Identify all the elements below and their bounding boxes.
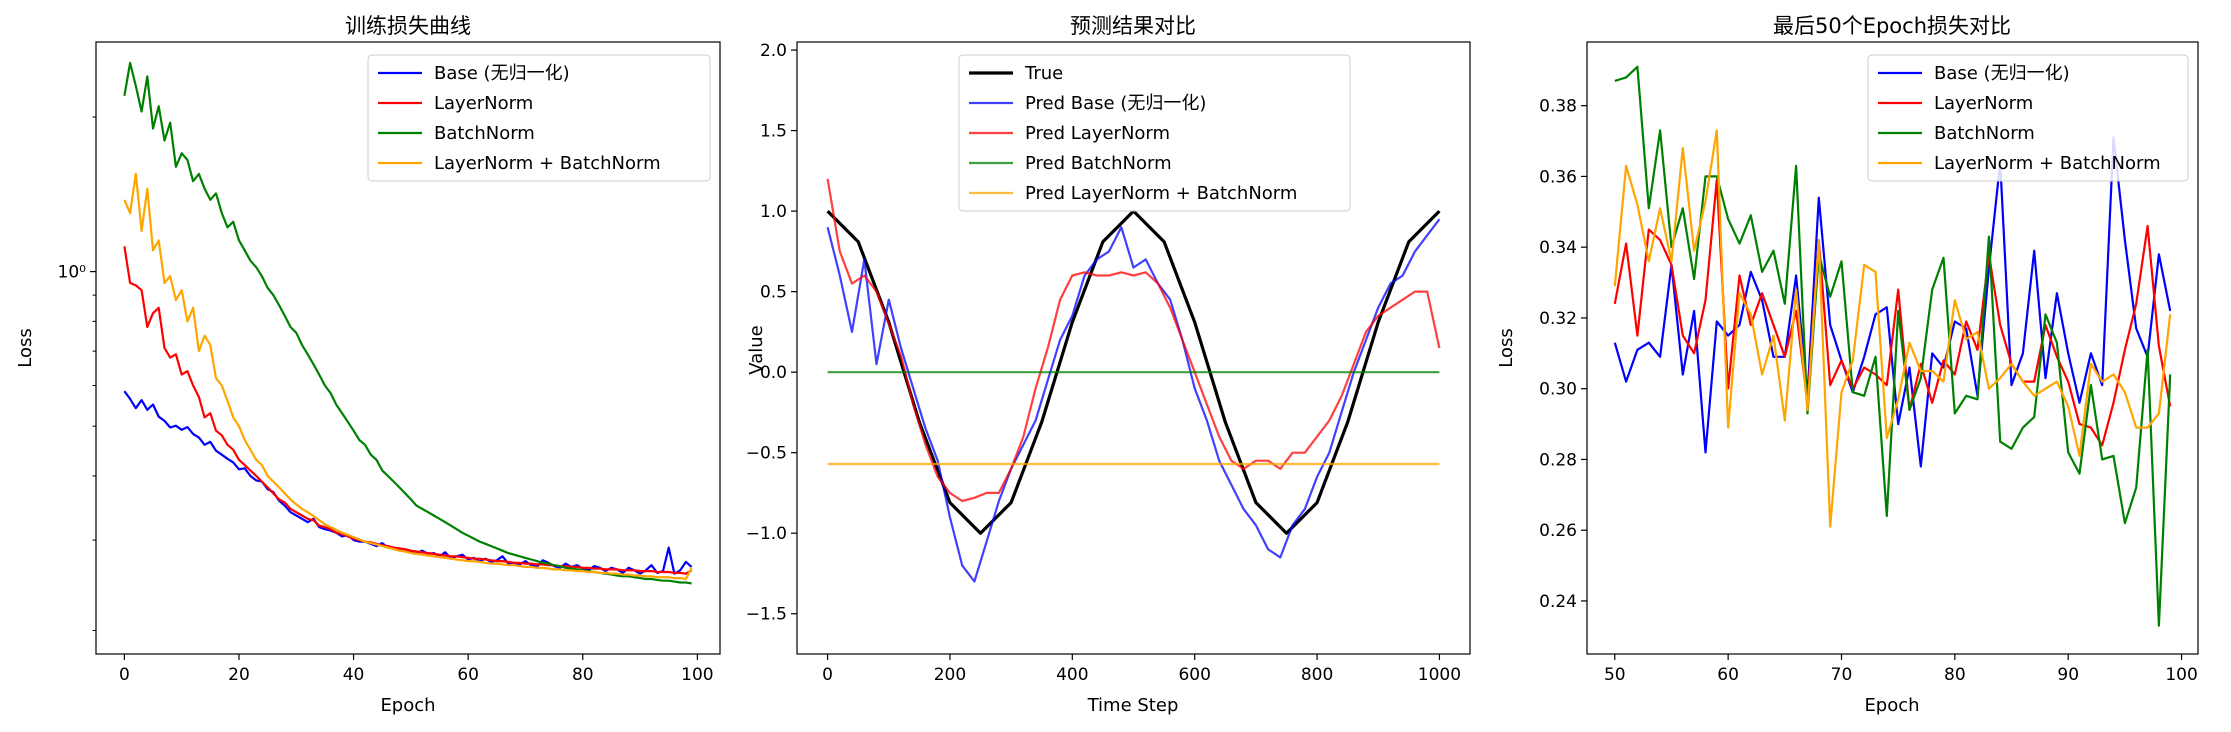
series-line-2 [1613, 178, 2172, 447]
y-axis: 10⁰ [58, 116, 96, 632]
x-axis-label: Time Step [1087, 695, 1179, 716]
x-axis: 0 20 40 60 80 100 [119, 654, 714, 685]
plot-frame [1586, 41, 2199, 655]
legend-label: Pred BatchNorm [1025, 153, 1172, 174]
y-axis-label: Loss [1496, 328, 1517, 367]
legend-label: LayerNorm [1934, 93, 2033, 114]
legend-label: True [1024, 63, 1063, 84]
y-axis-label: Value [746, 325, 767, 374]
x-axis: 50 60 70 80 90 100 [1604, 654, 2198, 685]
legend-label: BatchNorm [1934, 123, 2035, 144]
x-tick-label: 50 [1604, 665, 1626, 685]
x-tick-label: 600 [1178, 665, 1210, 685]
x-tick-label: 200 [934, 665, 966, 685]
y-tick-label: 0.24 [1539, 592, 1577, 612]
series-line-2 [826, 218, 1441, 583]
x-tick-label: 80 [1944, 665, 1966, 685]
panel-training-loss: 训练损失曲线 0 20 40 60 80 100 10⁰ Epoch Loss Base … [15, 14, 721, 716]
legend-label: Pred LayerNorm [1025, 123, 1170, 144]
legend-label: BatchNorm [434, 123, 535, 144]
legend-label: Pred Base (无归一化) [1025, 93, 1206, 114]
legend: Base (无归一化) LayerNorm BatchNorm LayerNorm +… [367, 54, 711, 182]
y-tick-label: −1.5 [746, 605, 787, 625]
legend-label: Base (无归一化) [434, 63, 570, 84]
y-tick-label: 1.5 [760, 122, 787, 142]
series-group [1613, 65, 2172, 627]
x-tick-label: 90 [2057, 665, 2079, 685]
series-line-4 [123, 172, 693, 581]
x-tick-label: 60 [1717, 665, 1739, 685]
y-tick-label: 1.0 [760, 202, 787, 222]
y-axis: 0.24 0.26 0.28 0.30 0.32 0.34 0.36 0.38 [1539, 97, 1587, 612]
legend-label: LayerNorm + BatchNorm [434, 153, 661, 174]
y-axis: −1.5 −1.0 −0.5 0.0 0.5 1.0 1.5 2.0 [746, 41, 797, 625]
legend-label: LayerNorm [434, 93, 533, 114]
y-tick-label: 2.0 [760, 41, 787, 61]
x-tick-label: 1000 [1418, 665, 1461, 685]
x-axis: 0 200 400 600 800 1000 [822, 654, 1461, 685]
legend-frame [1867, 54, 2189, 182]
x-axis-label: Epoch [380, 695, 435, 716]
series-line-3 [826, 178, 1441, 503]
series-group [123, 61, 693, 585]
y-tick-label: 0.36 [1539, 167, 1577, 187]
x-tick-label: 0 [119, 665, 130, 685]
legend-frame [367, 54, 711, 182]
plot-frame [796, 41, 1471, 655]
x-tick-label: 70 [1831, 665, 1853, 685]
series-line-2 [123, 246, 693, 575]
x-tick-label: 100 [2165, 665, 2197, 685]
y-tick-label: 0.26 [1539, 521, 1577, 541]
y-tick-label: −1.0 [746, 524, 787, 544]
x-tick-label: 800 [1301, 665, 1333, 685]
y-tick-label: 10⁰ [58, 263, 87, 283]
x-tick-label: 20 [228, 665, 250, 685]
y-axis-label: Loss [15, 328, 36, 367]
chart-title: 训练损失曲线 [345, 14, 471, 38]
x-tick-label: 80 [572, 665, 594, 685]
y-tick-label: 0.5 [760, 283, 787, 303]
series-line-3 [1614, 65, 2172, 627]
legend: Base (无归一化) LayerNorm BatchNorm LayerNorm +… [1867, 54, 2189, 182]
x-tick-label: 40 [343, 665, 365, 685]
y-tick-label: 0.0 [760, 363, 787, 383]
series-line-1 [1613, 136, 2172, 468]
panel-prediction-compare: 预测结果对比 0 200 400 600 800 1000 −1.5 −1.0 −0.5 0.0… [746, 14, 1471, 716]
x-tick-label: 400 [1056, 665, 1088, 685]
chart-title: 最后50个Epoch损失对比 [1773, 14, 2011, 38]
x-axis-label: Epoch [1864, 695, 1919, 716]
y-tick-label: −0.5 [746, 444, 787, 464]
y-tick-label: 0.34 [1539, 238, 1577, 258]
legend-label: LayerNorm + BatchNorm [1934, 153, 2161, 174]
plot-frame [95, 41, 721, 655]
y-tick-label: 0.32 [1539, 309, 1577, 329]
x-tick-label: 0 [822, 665, 833, 685]
legend-label: Pred LayerNorm + BatchNorm [1025, 183, 1297, 204]
legend: True Pred Base (无归一化) Pred LayerNorm Pred B… [958, 54, 1351, 212]
y-tick-label: 0.38 [1539, 97, 1577, 117]
x-tick-label: 60 [457, 665, 479, 685]
y-tick-label: 0.28 [1539, 450, 1577, 470]
series-line-4 [1613, 129, 2172, 528]
panel-last-50-epochs: 最后50个Epoch损失对比 50 60 70 80 90 100 0.240.260.2… [1496, 14, 2199, 716]
y-tick-label: 0.30 [1539, 380, 1577, 400]
chart-title: 预测结果对比 [1070, 14, 1196, 38]
legend-frame [958, 54, 1351, 212]
x-tick-label: 100 [681, 665, 713, 685]
legend-label: Base (无归一化) [1934, 63, 2070, 84]
